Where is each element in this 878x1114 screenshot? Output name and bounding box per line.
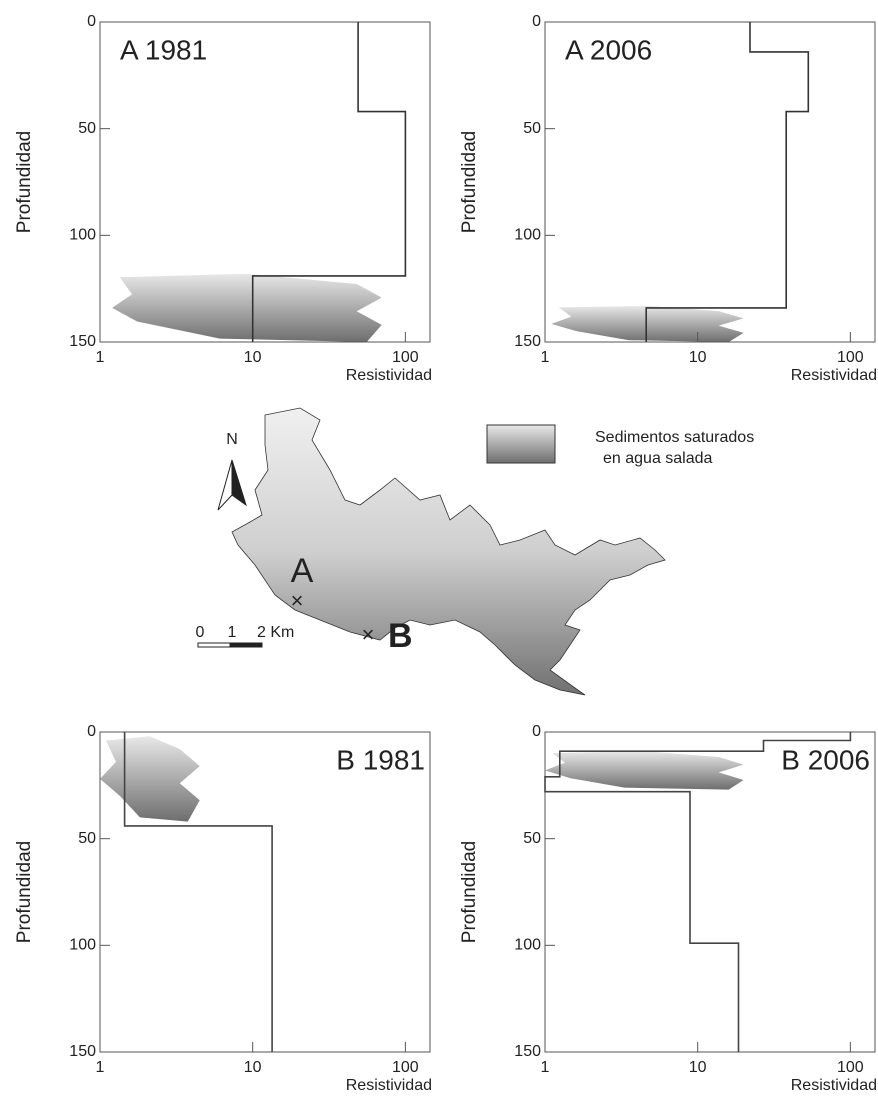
- x-axis-label: Resistividad: [346, 1077, 432, 1094]
- x-tick-label: 10: [244, 1059, 262, 1076]
- saturated-zone: [551, 305, 744, 342]
- y-axis-label: Profundidad: [459, 131, 480, 233]
- site-label: B: [388, 617, 413, 655]
- y-tick-label: 100: [514, 937, 541, 954]
- x-tick-label: 10: [689, 1059, 707, 1076]
- y-axis-label: Profundidad: [14, 131, 35, 233]
- x-tick-label: 10: [689, 349, 707, 366]
- plot-frame: [544, 21, 876, 343]
- x-tick-label: 10: [244, 349, 262, 366]
- y-tick-label: 150: [514, 333, 541, 350]
- scale-label: 2 Km: [257, 624, 294, 641]
- north-arrow: [231, 459, 247, 507]
- site-label: A: [291, 552, 314, 590]
- y-tick-label: 50: [78, 830, 96, 847]
- y-axis-label: Profundidad: [459, 841, 480, 943]
- profile-line: [645, 22, 810, 342]
- saturated-zone: [100, 736, 200, 822]
- x-tick-label: 1: [541, 349, 550, 366]
- chart-title: A 1981: [120, 34, 207, 65]
- chart-title: B 2006: [781, 744, 870, 775]
- profile-line: [123, 732, 273, 1052]
- x-tick-label: 100: [837, 349, 864, 366]
- x-axis-label: Resistividad: [346, 367, 432, 384]
- chart-title: B 1981: [336, 744, 425, 775]
- profile-line: [544, 732, 852, 1052]
- y-tick-label: 50: [523, 830, 541, 847]
- site-marker: ×: [291, 588, 304, 613]
- x-tick-label: 100: [392, 1059, 419, 1076]
- y-tick-label: 50: [523, 120, 541, 137]
- legend-label: en agua salada: [603, 450, 713, 467]
- plot-frame: [544, 731, 876, 1053]
- legend-swatch: [486, 424, 556, 464]
- north-arrow: [217, 459, 233, 511]
- y-tick-label: 0: [87, 723, 96, 740]
- y-tick-label: 0: [532, 723, 541, 740]
- y-tick-label: 0: [87, 13, 96, 30]
- y-tick-label: 100: [514, 227, 541, 244]
- x-tick-label: 1: [96, 349, 105, 366]
- x-axis-label: Resistividad: [791, 1077, 877, 1094]
- y-tick-label: 100: [69, 227, 96, 244]
- y-tick-label: 50: [78, 120, 96, 137]
- x-tick-label: 1: [96, 1059, 105, 1076]
- x-axis-label: Resistividad: [791, 367, 877, 384]
- x-tick-label: 100: [837, 1059, 864, 1076]
- y-tick-label: 150: [514, 1043, 541, 1060]
- profile-line: [251, 22, 407, 342]
- y-tick-label: 0: [532, 13, 541, 30]
- y-tick-label: 150: [69, 1043, 96, 1060]
- lake: [231, 407, 666, 696]
- plot-frame: [99, 731, 431, 1053]
- y-axis-label: Profundidad: [14, 841, 35, 943]
- scale-bar: [229, 642, 263, 648]
- scale-bar: [197, 642, 231, 648]
- north-label: N: [226, 431, 238, 448]
- scale-label: 1: [228, 624, 237, 641]
- saturated-zone: [112, 273, 382, 342]
- plot-frame: [99, 21, 431, 343]
- saturated-zone: [545, 751, 744, 790]
- y-tick-label: 100: [69, 937, 96, 954]
- map: N A × × B 0 1 2 Km Sedimentos saturados …: [196, 407, 754, 696]
- scale-label: 0: [196, 624, 205, 641]
- legend-label: Sedimentos saturados: [595, 429, 754, 446]
- y-tick-label: 150: [69, 333, 96, 350]
- site-marker: ×: [362, 622, 375, 647]
- chart-title: A 2006: [565, 34, 652, 65]
- x-tick-label: 1: [541, 1059, 550, 1076]
- x-tick-label: 100: [392, 349, 419, 366]
